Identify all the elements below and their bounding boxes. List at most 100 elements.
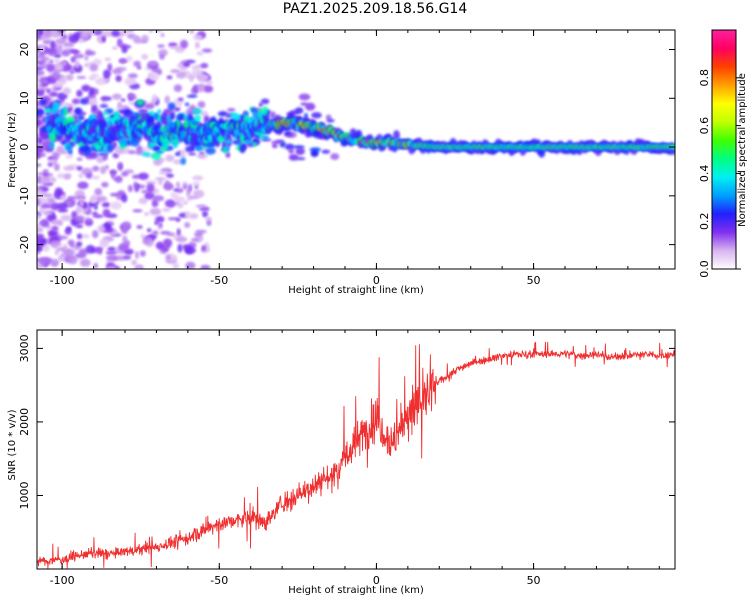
spectrogram-noise xyxy=(102,152,108,161)
spectrogram-ridge-core xyxy=(243,138,253,145)
spectrogram-noise xyxy=(200,110,209,117)
spectrogram-noise xyxy=(148,61,158,66)
spectrogram-xtick-label: 50 xyxy=(527,274,541,287)
spectrogram-ridge-core xyxy=(63,107,68,116)
spectrogram-noise xyxy=(137,172,149,180)
spectrogram-noise xyxy=(155,177,166,181)
spectrogram-noise xyxy=(139,250,146,257)
spectrogram-noise xyxy=(69,242,75,248)
spectrogram-noise xyxy=(70,56,76,63)
spectrogram-noise xyxy=(114,175,123,184)
spectrogram-noise xyxy=(109,192,119,197)
spectrogram-ridge-core xyxy=(74,107,83,116)
spectrogram-noise xyxy=(37,243,42,253)
spectrogram-noise xyxy=(193,34,203,41)
spectrogram-noise xyxy=(194,185,199,190)
spectrogram-noise xyxy=(288,148,295,154)
spectrogram-noise xyxy=(188,183,193,193)
spectrogram-noise xyxy=(195,204,207,208)
spectrogram-noise xyxy=(136,65,142,70)
spectrogram-noise xyxy=(104,164,109,170)
spectrogram-noise xyxy=(165,154,175,162)
spectrogram-noise xyxy=(183,62,190,67)
spectrogram-noise xyxy=(60,214,72,222)
spectrogram-noise xyxy=(101,181,109,188)
spectrogram-ytick-label: 20 xyxy=(18,43,31,57)
spectrogram-noise xyxy=(175,71,187,79)
spectrogram-noise xyxy=(79,233,90,239)
spectrogram-noise xyxy=(121,221,132,229)
spectrogram-noise xyxy=(121,46,128,54)
spectrogram-ytick-label: 10 xyxy=(18,91,31,105)
spectrogram-ytick-label: -20 xyxy=(18,236,31,254)
spectrogram-noise xyxy=(195,229,207,234)
spectrogram-noise xyxy=(47,161,54,167)
spectrogram-noise xyxy=(142,238,150,245)
spectrogram-noise xyxy=(42,209,54,216)
spectrogram-noise xyxy=(89,63,99,72)
spectrogram-ridge-core xyxy=(131,112,141,117)
spectrogram-noise xyxy=(67,255,78,265)
spectrogram-noise xyxy=(52,219,63,225)
spectrogram-noise xyxy=(84,54,89,61)
spectrogram-noise xyxy=(100,96,112,101)
spectrogram-noise xyxy=(59,195,66,200)
spectrogram-noise xyxy=(138,197,148,205)
spectrogram-noise xyxy=(87,201,95,208)
spectrogram-noise xyxy=(155,215,165,223)
spectrogram-noise xyxy=(160,33,165,37)
spectrogram-noise xyxy=(106,254,118,262)
spectrogram-xtick-label: -100 xyxy=(50,274,75,287)
spectrogram-noise xyxy=(203,115,210,124)
spectrogram-noise xyxy=(37,213,41,221)
spectrogram-noise xyxy=(310,149,319,158)
spectrogram-noise xyxy=(111,68,123,75)
spectrogram-noise xyxy=(197,83,205,93)
spectrogram-noise xyxy=(184,222,191,229)
spectrogram-noise xyxy=(110,201,122,210)
spectrogram-noise xyxy=(182,183,189,190)
spectrogram-noise xyxy=(189,75,194,83)
spectrogram-plot-area xyxy=(37,30,675,269)
colorbar-ticks: 0.0 0.2 0.4 0.6 0.8 xyxy=(698,69,741,278)
spectrogram-noise xyxy=(120,98,126,102)
spectrogram-noise xyxy=(79,36,84,44)
spectrogram-noise xyxy=(107,63,113,72)
spectrogram-noise xyxy=(132,209,143,213)
spectrogram-noise xyxy=(140,233,146,239)
spectrogram-noise xyxy=(42,30,53,38)
spectrogram-noise xyxy=(55,38,67,45)
spectrogram-noise xyxy=(141,53,149,60)
spectrogram-noise xyxy=(183,201,188,205)
spectrogram-noise xyxy=(260,98,270,105)
spectrogram-noise xyxy=(45,63,56,72)
spectrogram-noise xyxy=(194,41,200,49)
spectrogram-noise xyxy=(166,75,173,80)
spectrogram-noise xyxy=(56,246,67,252)
spectrogram-noise xyxy=(117,161,124,171)
spectrogram-noise xyxy=(258,102,263,107)
spectrogram-noise xyxy=(144,212,150,216)
spectrogram-noise xyxy=(179,65,188,71)
spectrogram-noise xyxy=(42,38,52,45)
spectrogram-noise xyxy=(115,255,126,261)
spectrogram-noise xyxy=(152,195,165,202)
spectrogram-ytick-label: 0 xyxy=(18,144,31,151)
spectrogram-noise xyxy=(37,108,45,116)
spectrogram-ridge-core xyxy=(44,107,52,113)
spectrogram-noise xyxy=(168,42,178,47)
spectrogram-noise xyxy=(59,75,67,85)
spectrogram-ridge-core xyxy=(157,108,162,115)
spectrogram-ridge-core xyxy=(252,142,258,147)
spectrogram-noise xyxy=(37,223,42,229)
spectrogram-noise xyxy=(37,145,48,150)
spectrogram-noise xyxy=(57,235,69,240)
spectrogram-ridge-core xyxy=(261,106,269,116)
spectrogram-noise xyxy=(79,31,91,38)
spectrogram-noise xyxy=(37,198,41,207)
spectrogram-noise xyxy=(125,55,133,62)
spectrogram-noise xyxy=(99,238,110,248)
spectrogram-noise xyxy=(54,163,60,172)
spectrogram-noise xyxy=(91,165,100,172)
spectrogram-noise xyxy=(63,165,75,171)
